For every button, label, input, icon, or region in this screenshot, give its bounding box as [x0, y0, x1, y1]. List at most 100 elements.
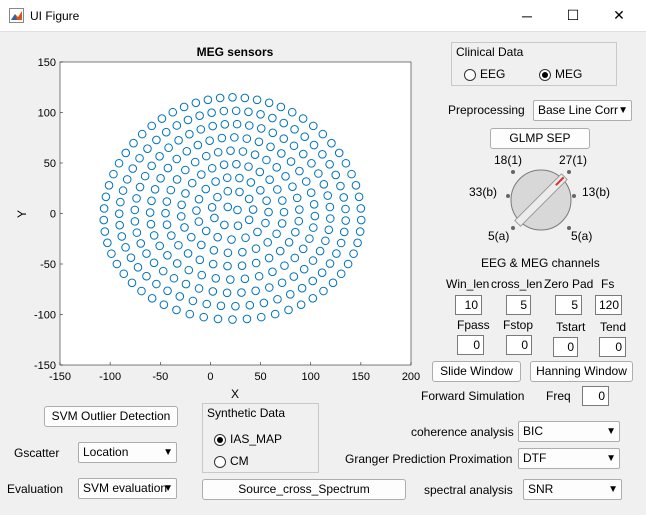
eeg-radio-label[interactable]: EEG: [480, 67, 506, 81]
sensor-point: [287, 107, 297, 117]
tstart-field[interactable]: 0: [553, 337, 578, 357]
sensor-point: [319, 179, 329, 189]
chart-title: MEG sensors: [197, 45, 274, 59]
glmp-sep-button[interactable]: GLMP SEP: [490, 128, 590, 149]
sensor-point: [205, 136, 214, 145]
sensor-point: [147, 121, 157, 131]
sensor-point: [309, 200, 319, 209]
sensor-point: [172, 175, 182, 184]
sensor-point: [250, 150, 260, 159]
sensor-point: [321, 236, 330, 246]
sensor-point: [176, 212, 186, 221]
sensor-point: [232, 119, 242, 129]
preprocessing-dropdown[interactable]: Base Line Corr ▼: [533, 100, 632, 121]
cross-len-field[interactable]: 5: [506, 295, 531, 315]
sensor-point: [256, 124, 266, 133]
ias-map-radio[interactable]: [214, 434, 226, 446]
sensor-point: [285, 290, 295, 299]
fpass-field[interactable]: 0: [457, 335, 484, 355]
sensor-point: [310, 211, 320, 221]
maximize-button[interactable]: ☐: [550, 0, 596, 31]
sensor-point: [217, 133, 227, 143]
sensor-point: [192, 206, 201, 215]
freq-field[interactable]: 0: [582, 386, 609, 406]
chevron-down-icon: ▼: [163, 483, 173, 494]
granger-dropdown[interactable]: DTF ▼: [518, 448, 620, 469]
sensor-point: [300, 132, 310, 141]
sensor-point: [242, 314, 252, 324]
granger-value: DTF: [523, 451, 547, 465]
meg-radio-label[interactable]: MEG: [555, 67, 583, 81]
evaluation-dropdown[interactable]: SVM evaluation ▼: [78, 478, 177, 499]
meg-radio[interactable]: [539, 69, 551, 81]
sensor-point: [256, 186, 265, 195]
sensor-point: [158, 266, 168, 276]
hanning-window-button[interactable]: Hanning Window: [530, 361, 633, 382]
sensor-point: [228, 93, 237, 102]
sensor-point: [284, 238, 294, 247]
fstop-field[interactable]: 0: [506, 335, 532, 355]
sensor-point: [277, 149, 286, 158]
close-button[interactable]: ✕: [596, 0, 642, 31]
sensor-point: [157, 114, 167, 123]
freq-label: Freq: [546, 389, 571, 403]
sensor-point: [266, 142, 275, 152]
sensor-point: [248, 205, 258, 214]
forward-simulation-label: Forward Simulation: [421, 389, 525, 403]
x-tick-label: 0: [207, 371, 213, 383]
sensor-point: [222, 173, 232, 183]
window-title: UI Figure: [30, 9, 80, 23]
minimize-button[interactable]: ─: [504, 0, 550, 31]
ias-map-radio-label[interactable]: IAS_MAP: [230, 432, 283, 446]
cm-radio[interactable]: [214, 456, 226, 468]
sensor-point: [334, 148, 344, 158]
sensor-point: [132, 194, 141, 203]
knob-label-5a-left: 5(a): [488, 229, 510, 243]
gscatter-dropdown[interactable]: Location ▼: [78, 442, 177, 463]
sensor-point: [308, 256, 318, 265]
knob-label-18: 18(1): [494, 153, 523, 167]
sensor-point: [264, 253, 274, 263]
sensor-point: [208, 287, 218, 296]
channel-knob[interactable]: [504, 163, 578, 237]
fpass-label: Fpass: [457, 318, 490, 332]
sensor-point: [279, 134, 289, 143]
source-cross-spectrum-button[interactable]: Source_cross_Spectrum: [202, 479, 406, 500]
sensor-point: [195, 111, 204, 120]
win-len-field[interactable]: 10: [455, 295, 482, 315]
svm-outlier-detection-button[interactable]: SVM Outlier Detection: [44, 406, 178, 427]
sensor-point: [169, 273, 179, 283]
eeg-radio[interactable]: [464, 69, 476, 81]
sensor-point: [336, 269, 346, 279]
sensor-point: [99, 215, 109, 225]
tend-field[interactable]: 0: [599, 337, 626, 357]
sensor-point: [315, 246, 325, 256]
spectral-analysis-dropdown[interactable]: SNR ▼: [523, 479, 622, 500]
sensor-point: [244, 194, 254, 204]
fs-field[interactable]: 120: [595, 295, 622, 315]
sensor-point: [215, 93, 225, 103]
sensor-point: [273, 294, 282, 304]
sensor-point: [264, 98, 274, 108]
slide-window-button[interactable]: Slide Window: [432, 361, 521, 382]
sensor-point: [162, 197, 172, 206]
sensor-point: [140, 171, 150, 181]
sensor-point: [281, 172, 290, 181]
sensor-point: [259, 298, 269, 308]
sensor-point: [150, 184, 160, 194]
sensor-point: [318, 129, 328, 139]
cm-radio-label[interactable]: CM: [230, 454, 249, 468]
sensor-point: [223, 186, 233, 196]
sensor-point: [241, 233, 250, 243]
sensor-point: [277, 219, 287, 228]
cross-len-label: cross_len: [491, 277, 543, 291]
zero-pad-field[interactable]: 5: [555, 295, 582, 315]
sensor-point: [264, 207, 273, 217]
sensor-point: [231, 301, 240, 311]
sensor-point: [149, 231, 159, 240]
sensor-point: [136, 239, 146, 248]
coherence-analysis-dropdown[interactable]: BIC ▼: [518, 421, 620, 442]
sensor-point: [309, 223, 318, 232]
preprocessing-label: Preprocessing: [448, 103, 525, 117]
sensor-point: [233, 221, 243, 230]
